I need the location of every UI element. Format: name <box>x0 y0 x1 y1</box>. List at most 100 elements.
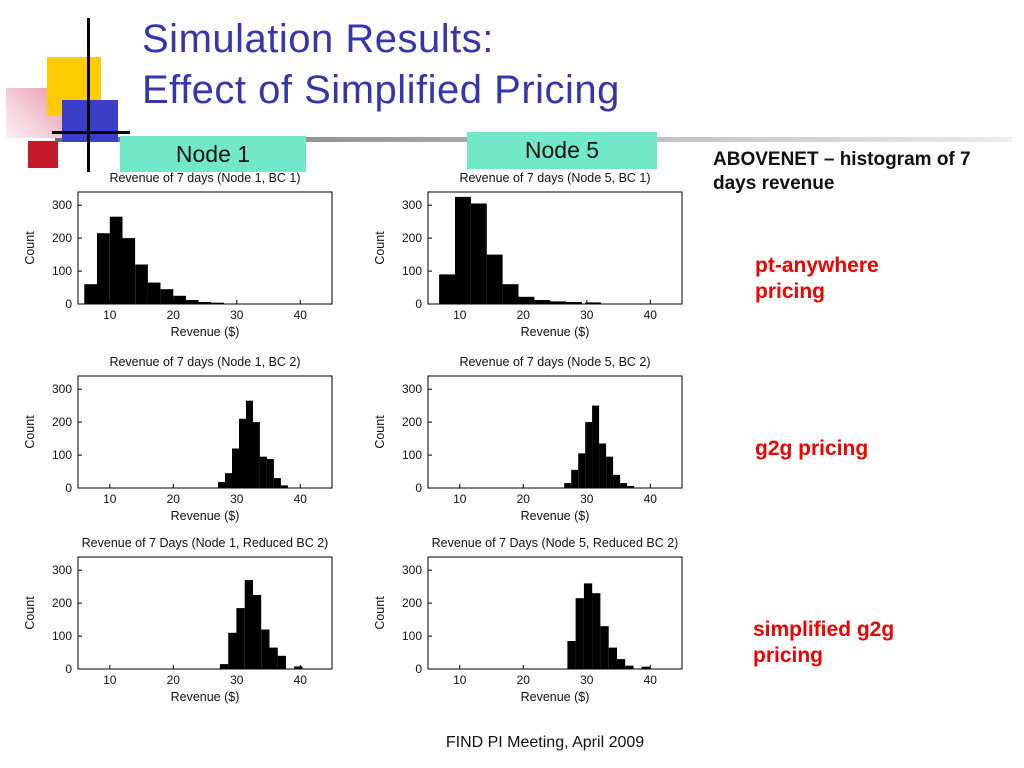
histogram-node1-bc1: 10 20 30 40 0 100 200 300 Revenue of 7 days (Nod… <box>16 166 364 348</box>
svg-text:30: 30 <box>230 673 244 687</box>
y-axis-label: Count <box>373 231 387 265</box>
svg-text:20: 20 <box>517 308 531 322</box>
svg-text:40: 40 <box>294 492 308 506</box>
node1-label-box: Node 1 <box>120 136 306 172</box>
svg-text:300: 300 <box>52 563 72 577</box>
plot-box <box>427 556 683 670</box>
chart-title: Revenue of 7 Days (Node 1, Reduced BC 2) <box>82 536 329 550</box>
svg-text:20: 20 <box>517 673 531 687</box>
y-axis-label: Count <box>23 596 37 630</box>
decoration-vertical-line <box>87 18 90 172</box>
abovenet-annotation: ABOVENET – histogram of 7 days revenue <box>713 149 971 194</box>
svg-text:0: 0 <box>65 662 72 676</box>
chart-axes: 10 20 30 40 0 100 200 300 <box>52 382 307 506</box>
svg-text:300: 300 <box>52 382 72 396</box>
chart-title: Revenue of 7 days (Node 1, BC 2) <box>109 355 300 369</box>
page-title: Simulation Results: Effect of Simplified… <box>142 14 902 116</box>
y-axis-label: Count <box>23 231 37 265</box>
svg-text:0: 0 <box>415 481 422 495</box>
svg-text:20: 20 <box>167 308 181 322</box>
svg-text:200: 200 <box>52 231 72 245</box>
svg-text:30: 30 <box>230 308 244 322</box>
plot-box <box>427 191 683 305</box>
svg-text:200: 200 <box>402 596 422 610</box>
chart-title: Revenue of 7 days (Node 5, BC 2) <box>459 355 650 369</box>
y-axis-label: Count <box>23 415 37 449</box>
chart-bars <box>564 405 635 488</box>
plot-box <box>77 375 333 489</box>
svg-text:100: 100 <box>402 264 422 278</box>
svg-text:20: 20 <box>517 492 531 506</box>
x-axis-label: Revenue ($) <box>171 509 240 523</box>
chart-bars <box>567 583 650 669</box>
chart-axes: 10 20 30 40 0 100 200 300 <box>52 198 307 322</box>
decoration-red-square <box>28 141 58 168</box>
svg-text:10: 10 <box>453 308 467 322</box>
plot-box <box>77 191 333 305</box>
x-axis-label: Revenue ($) <box>521 509 590 523</box>
page-title-line2: Effect of Simplified Pricing <box>142 68 620 112</box>
svg-text:10: 10 <box>103 492 117 506</box>
svg-text:100: 100 <box>52 264 72 278</box>
histogram-node1-bc2: 10 20 30 40 0 100 200 300 Revenue of 7 days (Nod… <box>16 350 364 532</box>
chart-bars <box>218 400 288 488</box>
svg-text:100: 100 <box>52 448 72 462</box>
chart-bars <box>84 216 224 304</box>
svg-text:10: 10 <box>103 308 117 322</box>
svg-text:30: 30 <box>580 673 594 687</box>
node1-label: Node 1 <box>175 140 251 167</box>
y-axis-label: Count <box>373 596 387 630</box>
svg-text:100: 100 <box>402 448 422 462</box>
svg-text:40: 40 <box>644 308 658 322</box>
svg-text:40: 40 <box>644 492 658 506</box>
chart-axes: 10 20 30 40 0 100 200 300 <box>52 563 307 687</box>
x-axis-label: Revenue ($) <box>171 690 240 704</box>
plot-box <box>77 556 333 670</box>
histogram-node5-bc2: 10 20 30 40 0 100 200 300 Revenue of 7 days (Nod… <box>366 350 714 532</box>
svg-text:0: 0 <box>65 297 72 311</box>
x-axis-label: Revenue ($) <box>171 325 240 339</box>
chart-svg: 10 20 30 40 0 100 200 300 Revenue of 7 days (Nod… <box>23 171 333 339</box>
chart-svg: 10 20 30 40 0 100 200 300 Revenue of 7 days (Nod… <box>373 171 683 339</box>
svg-text:10: 10 <box>103 673 117 687</box>
svg-text:0: 0 <box>415 662 422 676</box>
svg-text:0: 0 <box>415 297 422 311</box>
svg-text:100: 100 <box>52 629 72 643</box>
chart-title: Revenue of 7 days (Node 5, BC 1) <box>459 171 650 185</box>
chart-svg: 10 20 30 40 0 100 200 300 Revenue of 7 days (Nod… <box>23 355 333 523</box>
page-title-line1: Simulation Results: <box>142 17 494 61</box>
svg-text:300: 300 <box>402 563 422 577</box>
decoration-blue-square <box>62 100 118 142</box>
svg-text:300: 300 <box>402 198 422 212</box>
decoration-horizontal-line <box>52 131 130 134</box>
chart-axes: 10 20 30 40 0 100 200 300 <box>402 563 657 687</box>
chart-title: Revenue of 7 Days (Node 5, Reduced BC 2) <box>432 536 679 550</box>
chart-svg: 10 20 30 40 0 100 200 300 Revenue of 7 Days (Nod… <box>373 536 683 704</box>
node5-label-box: Node 5 <box>467 132 657 169</box>
svg-text:30: 30 <box>580 492 594 506</box>
chart-axes: 10 20 30 40 0 100 200 300 <box>402 198 657 322</box>
chart-bars <box>219 580 303 669</box>
svg-text:40: 40 <box>294 673 308 687</box>
svg-text:40: 40 <box>644 673 658 687</box>
svg-text:100: 100 <box>402 629 422 643</box>
svg-text:300: 300 <box>402 382 422 396</box>
svg-text:40: 40 <box>294 308 308 322</box>
svg-text:20: 20 <box>167 673 181 687</box>
histogram-node5-bc1: 10 20 30 40 0 100 200 300 Revenue of 7 days (Nod… <box>366 166 714 348</box>
x-axis-label: Revenue ($) <box>521 690 590 704</box>
chart-title: Revenue of 7 days (Node 1, BC 1) <box>109 171 300 185</box>
svg-text:200: 200 <box>402 415 422 429</box>
svg-text:0: 0 <box>65 481 72 495</box>
svg-text:10: 10 <box>453 673 467 687</box>
svg-text:10: 10 <box>453 492 467 506</box>
pricing-label-g2g: g2g pricing <box>755 437 869 460</box>
chart-svg: 10 20 30 40 0 100 200 300 Revenue of 7 days (Nod… <box>373 355 683 523</box>
chart-svg: 10 20 30 40 0 100 200 300 Revenue of 7 Days (Nod… <box>23 536 333 704</box>
pricing-label-simplified-g2g: simplified g2g pricing <box>753 618 895 667</box>
svg-text:300: 300 <box>52 198 72 212</box>
svg-text:200: 200 <box>402 231 422 245</box>
histogram-node5-reduced-bc2: 10 20 30 40 0 100 200 300 Revenue of 7 Days (Nod… <box>366 531 714 713</box>
chart-axes: 10 20 30 40 0 100 200 300 <box>402 382 657 506</box>
chart-bars <box>439 196 602 304</box>
